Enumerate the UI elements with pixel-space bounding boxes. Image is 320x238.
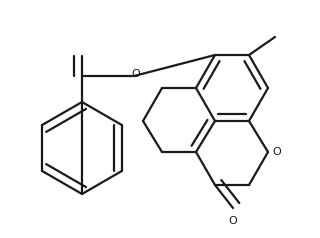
Text: O: O	[132, 69, 140, 79]
Text: O: O	[228, 216, 237, 226]
Text: O: O	[272, 147, 281, 157]
